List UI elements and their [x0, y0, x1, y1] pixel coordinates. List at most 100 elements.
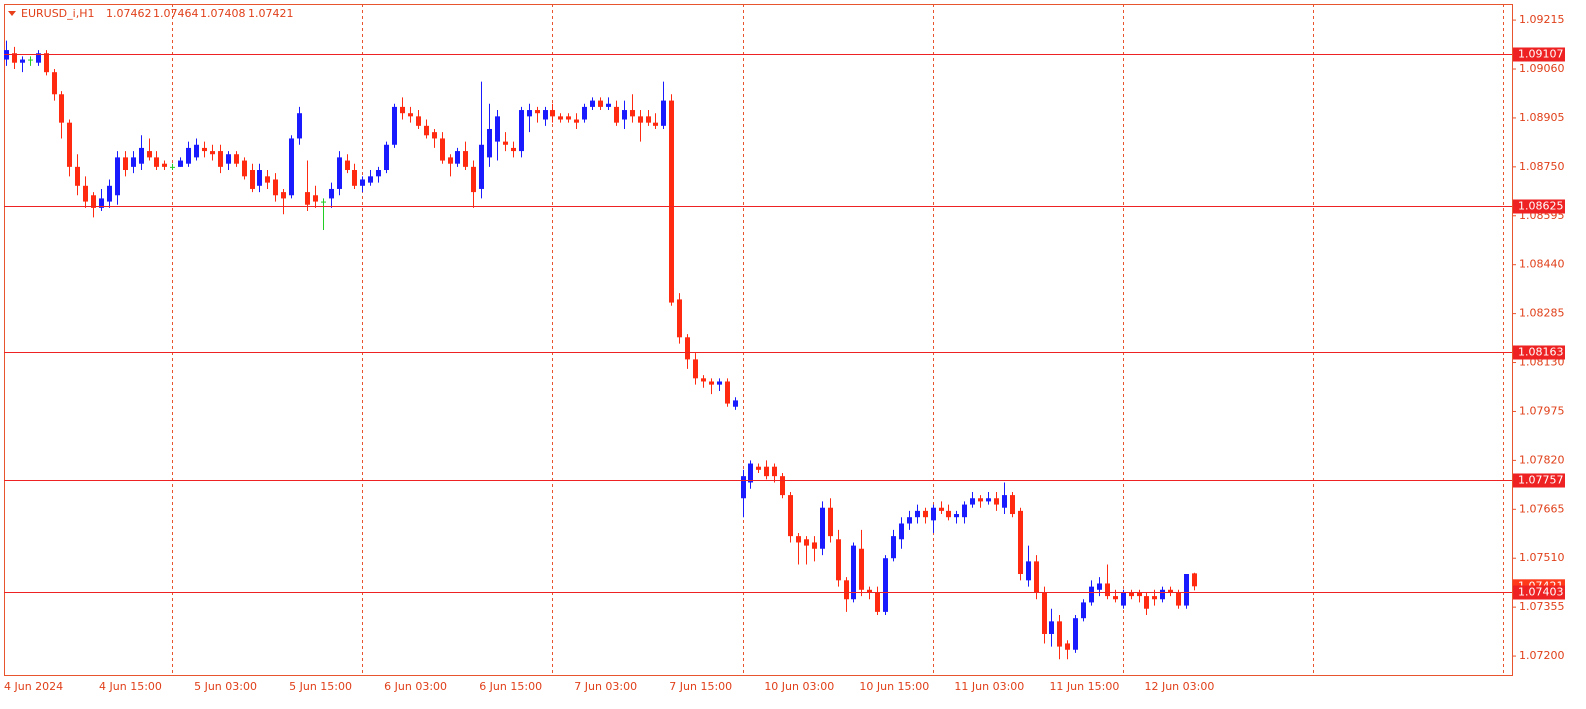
candle-body: [162, 163, 167, 167]
y-tick-label: 1.07510: [1519, 551, 1565, 564]
x-tick-label: 7 Jun 15:00: [669, 680, 732, 693]
candle-body: [939, 507, 944, 511]
candle-body: [178, 160, 183, 167]
candle-body: [978, 498, 983, 502]
grid: [172, 4, 1504, 675]
candle-body: [1089, 586, 1094, 603]
header-open: 1.07462: [106, 7, 152, 20]
candle-body: [836, 539, 841, 581]
candle-body: [772, 466, 777, 477]
candle-body: [352, 170, 357, 186]
candle-body: [242, 160, 247, 177]
candle-body: [1144, 596, 1149, 609]
y-tick-label: 1.08440: [1519, 258, 1565, 271]
candle-body: [1121, 592, 1126, 606]
candle-body: [883, 558, 888, 612]
candle-body: [1168, 589, 1173, 593]
candle-body: [376, 170, 381, 177]
candle-body: [67, 122, 72, 167]
x-tick-label: 4 Jun 2024: [4, 680, 63, 693]
candle-body: [257, 170, 262, 186]
candle-body: [408, 113, 413, 117]
candle-body: [622, 110, 627, 120]
candle-body: [519, 110, 524, 152]
candle-body: [1097, 583, 1102, 590]
y-tick-label: 1.08750: [1519, 160, 1565, 173]
candle-body: [75, 166, 80, 186]
candle-body: [440, 138, 445, 161]
candle-body: [574, 119, 579, 123]
candle-body: [52, 72, 57, 95]
header-close: 1.07421: [248, 7, 294, 20]
x-tick-label: 10 Jun 03:00: [764, 680, 834, 693]
candle-body: [1192, 573, 1197, 587]
candle-body: [123, 157, 128, 171]
candle-body: [44, 53, 49, 73]
candle-body: [107, 185, 112, 202]
candle-body: [566, 116, 571, 120]
candle-body: [210, 151, 215, 155]
candle-body: [1034, 561, 1039, 593]
symbol: EURUSD_i,H1: [21, 7, 94, 20]
candle-body: [479, 144, 484, 189]
candle-body: [471, 166, 476, 193]
candle-body: [511, 147, 516, 152]
candle-body: [170, 166, 175, 168]
x-tick-label: 11 Jun 03:00: [954, 680, 1024, 693]
candle-body: [780, 476, 785, 496]
candle-body: [384, 144, 389, 171]
candle-body: [812, 542, 817, 549]
level-label-box: [1513, 345, 1565, 360]
candle-body: [36, 53, 41, 63]
candle-body: [1184, 574, 1189, 606]
candle-body: [527, 110, 532, 117]
header-high: 1.07464: [153, 7, 199, 20]
candle-body: [495, 116, 500, 142]
level-label-box: [1513, 473, 1565, 488]
level-label: 1.09107: [1518, 48, 1564, 61]
candle-body: [1073, 618, 1078, 650]
candle-body: [638, 116, 643, 123]
candle-body: [1042, 592, 1047, 634]
candle-body: [899, 523, 904, 540]
y-tick-label: 1.09060: [1519, 62, 1565, 75]
candle-body: [265, 176, 270, 183]
candle-body: [1137, 592, 1142, 597]
candle-body: [392, 106, 397, 145]
y-tick-label: 1.09215: [1519, 13, 1565, 26]
candle-body: [1105, 583, 1110, 597]
candle-body: [677, 299, 682, 338]
candle-body: [455, 151, 460, 164]
candle-body: [305, 192, 310, 205]
candle-body: [891, 536, 896, 559]
candle-body: [693, 359, 698, 379]
x-tick-label: 11 Jun 15:00: [1049, 680, 1119, 693]
candle-body: [202, 147, 207, 152]
candle-body: [250, 170, 255, 189]
candle-body: [717, 381, 722, 385]
candle-body: [400, 106, 405, 114]
candle-body: [646, 116, 651, 123]
candle-body: [1113, 596, 1118, 600]
candle-body: [590, 100, 595, 107]
candle-body: [558, 116, 563, 120]
candle-body: [875, 592, 880, 612]
header-low: 1.07408: [200, 7, 246, 20]
candle-body: [1057, 621, 1062, 647]
candle-body: [535, 110, 540, 114]
candle-body: [503, 141, 508, 145]
x-tick-label: 7 Jun 03:00: [574, 680, 637, 693]
candle-body: [606, 103, 611, 107]
candle-body: [1160, 589, 1165, 600]
candle-body: [273, 179, 278, 196]
candle-body: [1152, 596, 1157, 600]
candle-body: [147, 151, 152, 158]
candle-body: [360, 179, 365, 186]
y-tick-label: 1.08285: [1519, 307, 1565, 320]
candle-body: [962, 504, 967, 518]
candle-body: [844, 580, 849, 600]
candle-body: [598, 100, 603, 107]
candle-body: [289, 138, 294, 196]
y-tick-label: 1.07665: [1519, 502, 1565, 515]
